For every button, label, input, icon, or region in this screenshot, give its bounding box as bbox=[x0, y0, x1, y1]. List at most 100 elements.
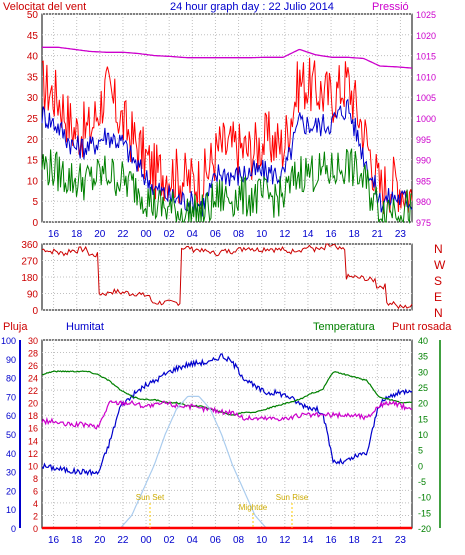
wind-direction-line bbox=[41, 243, 413, 310]
x-tick-label: 06 bbox=[210, 229, 222, 240]
wind-average-line bbox=[41, 98, 413, 217]
tick-label-left: 30 bbox=[27, 93, 39, 104]
direction-tick-label: 270 bbox=[21, 257, 38, 268]
x-tick-label: 22 bbox=[117, 535, 129, 546]
tick-label-left: 50 bbox=[27, 10, 39, 21]
x-tick-label: 20 bbox=[94, 229, 106, 240]
rain-tick-label: 8 bbox=[33, 474, 38, 484]
temperature-tick-label: 15 bbox=[418, 414, 428, 424]
x-tick-label: 21 bbox=[372, 535, 384, 546]
frame-thermo bbox=[41, 339, 413, 529]
temperature-tick-label: -5 bbox=[418, 477, 426, 487]
humidity-tick-label: 40 bbox=[6, 449, 16, 459]
wind-left-axis-label: Velocitat del vent bbox=[3, 1, 86, 13]
humidity-tick-label: 50 bbox=[6, 430, 16, 440]
x-tick-label: 12 bbox=[279, 535, 291, 546]
tick-label-right: 1005 bbox=[416, 93, 436, 103]
tick-label-right: 995 bbox=[416, 135, 431, 145]
x-tick-label: 16 bbox=[326, 535, 338, 546]
x-tick-label: 16 bbox=[48, 535, 60, 546]
rain-tick-label: 26 bbox=[28, 361, 38, 371]
wind-gust-line bbox=[41, 57, 413, 214]
temperature-tick-label: 20 bbox=[418, 399, 428, 409]
tick-label-right: 1020 bbox=[416, 31, 436, 41]
x-tick-label: 00 bbox=[141, 229, 153, 240]
temperature-tick-label: 5 bbox=[418, 446, 423, 456]
humidity-line bbox=[41, 353, 413, 477]
annotation-label: Sun Set bbox=[136, 493, 165, 502]
rain-tick-label: 28 bbox=[28, 349, 38, 359]
thermo-series bbox=[41, 353, 413, 530]
rain-tick-label: 12 bbox=[28, 449, 38, 459]
tick-label-right: 990 bbox=[416, 156, 431, 166]
rain-tick-label: 30 bbox=[28, 336, 38, 346]
tick-label-left: 5 bbox=[32, 197, 38, 208]
x-tick-label: 08 bbox=[233, 535, 245, 546]
temperature-tick-label: 40 bbox=[418, 336, 428, 346]
rain-tick-label: 24 bbox=[28, 374, 38, 384]
tick-label-right: 975 bbox=[416, 218, 431, 228]
rain-tick-label: 0 bbox=[33, 524, 38, 534]
tick-label-left: 10 bbox=[27, 176, 39, 187]
direction-series bbox=[41, 243, 413, 310]
rain-tick-label: 14 bbox=[28, 436, 38, 446]
direction-tick-label: 90 bbox=[27, 290, 39, 301]
tick-label-right: 1025 bbox=[416, 10, 436, 20]
pressure-line bbox=[42, 46, 413, 69]
x-tick-label: 23 bbox=[395, 229, 407, 240]
temperature-tick-label: 25 bbox=[418, 383, 428, 393]
compass-label: N bbox=[434, 242, 443, 256]
tick-label-left: 20 bbox=[27, 135, 39, 146]
direction-tick-label: 180 bbox=[21, 273, 38, 284]
temperature-ticks: 40 35 30 25 20 15 10 5 0 -5 -10 -15 -20 bbox=[418, 336, 431, 534]
temperature-tick-label: 10 bbox=[418, 430, 428, 440]
thermo-x-ticks: 16 18 20 22 00 02 04 06 08 10 12 14 16 18 21 23 bbox=[48, 535, 406, 546]
rain-tick-label: 22 bbox=[28, 386, 38, 396]
temperature-tick-label: 30 bbox=[418, 367, 428, 377]
dewpoint-axis-label: Punt rosada bbox=[392, 321, 452, 333]
x-tick-label: 04 bbox=[187, 535, 199, 546]
x-tick-label: 18 bbox=[349, 229, 361, 240]
x-tick-label: 12 bbox=[279, 229, 291, 240]
wind-right-ticks: 1025 1020 1015 1010 1005 1000 995 990 985 980 975 bbox=[416, 10, 436, 228]
x-tick-label: 22 bbox=[117, 229, 129, 240]
x-tick-label: 20 bbox=[94, 535, 106, 546]
tick-label-left: 35 bbox=[27, 72, 39, 83]
humidity-tick-label: 100 bbox=[1, 336, 16, 346]
wind-right-axis-label: Pressió bbox=[372, 1, 409, 13]
tick-label-right: 1000 bbox=[416, 114, 436, 124]
chart-title: 24 hour graph day : 22 Julio 2014 bbox=[170, 1, 334, 13]
rain-tick-label: 18 bbox=[28, 411, 38, 421]
tick-label-left: 25 bbox=[27, 114, 39, 125]
temperature-axis-label: Temperatura bbox=[313, 321, 376, 333]
x-tick-label: 02 bbox=[164, 535, 176, 546]
rain-tick-label: 10 bbox=[28, 461, 38, 471]
sun-annotations: Sun Set Mightde Sun Rise bbox=[136, 493, 309, 528]
humidity-tick-label: 90 bbox=[6, 355, 16, 365]
annotation-label: Sun Rise bbox=[276, 493, 309, 502]
x-tick-label: 02 bbox=[164, 229, 176, 240]
wind-x-ticks: 16 18 20 22 00 02 04 06 08 10 12 14 16 18 21 23 bbox=[48, 229, 406, 240]
x-tick-label: 04 bbox=[187, 229, 199, 240]
compass-label: N bbox=[434, 306, 443, 320]
x-tick-label: 10 bbox=[256, 535, 268, 546]
temperature-tick-label: -20 bbox=[418, 524, 431, 534]
temperature-tick-label: 35 bbox=[418, 352, 428, 362]
temperature-tick-label: -15 bbox=[418, 508, 431, 518]
wind-series bbox=[41, 46, 413, 224]
x-tick-label: 18 bbox=[71, 535, 83, 546]
rain-tick-label: 6 bbox=[33, 486, 38, 496]
humidity-tick-label: 20 bbox=[6, 486, 16, 496]
direction-ticks: 360 270 180 90 0 bbox=[21, 240, 38, 317]
direction-tick-label: 0 bbox=[32, 306, 38, 317]
direction-tick-label: 360 bbox=[21, 240, 38, 251]
x-tick-label: 16 bbox=[326, 229, 338, 240]
rain-tick-label: 16 bbox=[28, 424, 38, 434]
tick-label-left: 40 bbox=[27, 52, 39, 63]
humidity-tick-label: 80 bbox=[6, 374, 16, 384]
tick-label-right: 980 bbox=[416, 197, 431, 207]
wind-speed-line bbox=[41, 148, 413, 224]
temperature-tick-label: -10 bbox=[418, 493, 431, 503]
